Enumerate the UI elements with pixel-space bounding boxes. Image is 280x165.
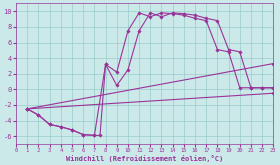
X-axis label: Windchill (Refroidissement éolien,°C): Windchill (Refroidissement éolien,°C) [66, 155, 223, 162]
